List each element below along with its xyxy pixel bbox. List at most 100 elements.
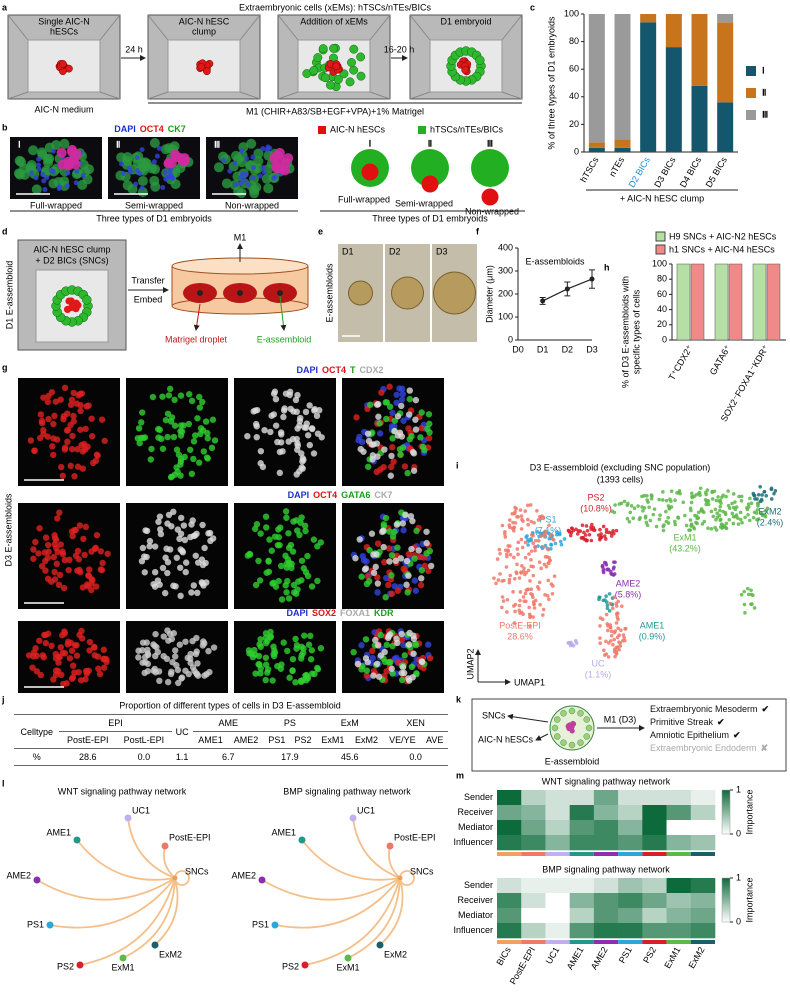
heat-cell [642,923,667,939]
cell [755,518,759,522]
cell [769,497,774,501]
cell [57,396,64,403]
cell [521,595,526,599]
cell [270,411,278,418]
panel-letter: c [530,2,535,12]
cell [503,548,508,553]
cell [379,527,387,534]
cell [146,543,153,550]
cell [739,494,744,499]
node-label: PS2 [57,961,74,971]
cell [329,43,339,53]
chart-title: D3 E-assembloid (excluding SNC populatio… [530,462,711,472]
cell [518,590,523,594]
cell [358,642,365,649]
cell [614,604,619,608]
cell [612,637,617,642]
cell [80,535,87,543]
cell [93,531,101,539]
cell [570,526,574,531]
table-cell: 28.6 [59,748,117,766]
node [376,941,384,949]
cell [608,601,613,606]
cell [664,509,668,514]
cell [369,647,376,655]
cell [528,503,533,507]
cell [93,583,100,590]
cell [398,676,406,684]
cell [77,179,88,190]
cell [181,536,189,544]
well-edge [99,14,121,41]
stain: KDR [374,608,394,618]
cell [531,541,536,546]
proportion-table: Celltype EPI UC AME PS ExM XEN PostE-EPI PostL-E… [14,714,448,766]
cell [45,415,52,423]
cell [381,446,388,453]
cell [365,437,373,445]
cell [611,560,616,564]
cell [405,572,412,579]
cell [604,530,609,535]
cell [309,425,316,433]
cell [187,650,194,658]
cell [202,418,210,425]
point [540,298,546,304]
cell [742,602,747,607]
cell [163,545,170,552]
cell [408,545,415,553]
cell [138,419,145,426]
row-label: Mediator [458,910,493,920]
cell [382,514,390,522]
cell [611,567,616,571]
cell [57,644,65,651]
cell [533,548,537,553]
cell [760,493,764,497]
cell [399,663,407,671]
cell [209,416,217,423]
cell [308,670,316,677]
cell [305,641,313,648]
heat-cell [618,908,643,924]
cell [385,581,392,589]
table-cell: PostL-EPI [116,731,172,749]
cell [142,527,149,534]
heat-cell [642,820,667,836]
cell [49,443,56,450]
axis-label: UMAP2 [465,648,475,679]
cell [393,521,401,528]
cell [262,634,270,641]
bar-segment [691,14,708,86]
cell [423,528,430,535]
cell [520,517,524,522]
column-label: PS1 [617,945,634,965]
cell [738,510,743,515]
cell [40,171,46,177]
cell [720,526,725,530]
cell [492,576,496,580]
cell [597,597,601,602]
row-label: Influencer [453,925,493,935]
cell [69,662,77,669]
heat-cell [569,923,595,939]
panel-letter: d [2,226,8,236]
outcome-text: Extraembryonic Mesoderm [650,704,758,714]
cell [177,422,185,429]
cell [250,165,256,171]
cell [516,515,520,519]
lineage-label: AIC-N hESCs [478,734,534,744]
cell [515,547,520,551]
cell [36,156,42,162]
table-cell: ExM1 [316,731,350,749]
cell [195,459,203,466]
cluster-label: AME1 [640,620,665,630]
cell [532,521,536,525]
day-label: D3 [436,246,448,256]
cell [518,508,523,512]
table-cell: ExM [316,714,384,732]
cell [293,408,300,416]
cell [257,670,264,677]
cell [165,392,173,399]
cell [666,515,670,520]
cell [156,677,163,685]
